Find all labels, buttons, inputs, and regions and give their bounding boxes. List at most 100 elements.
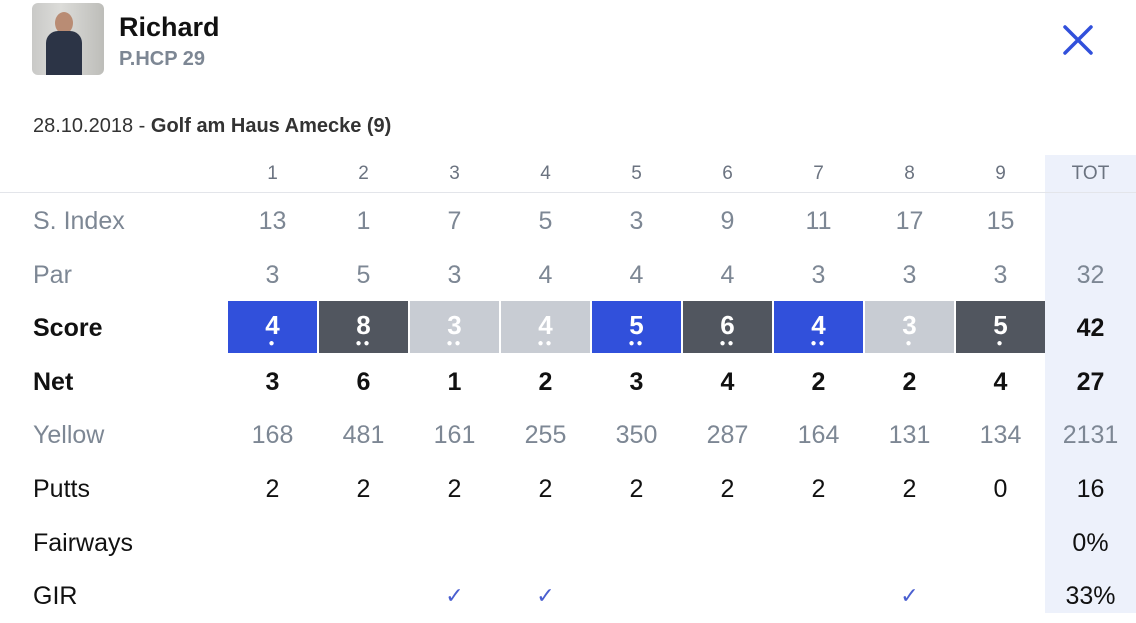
handicap-stroke-dots: ●●: [810, 338, 827, 350]
putts-value: 2: [811, 475, 826, 503]
sindex-value: 17: [895, 207, 924, 235]
handicap-stroke-dots: ●●: [537, 338, 554, 350]
yellow-value: 350: [615, 421, 658, 450]
hole-number: 9: [995, 163, 1006, 184]
score-cell: 5 ●●: [592, 301, 681, 354]
net-value: 4: [993, 367, 1008, 396]
course-name: Golf am Haus Amecke (9): [150, 115, 392, 137]
divider: [0, 192, 1136, 193]
net-value: 3: [629, 367, 644, 396]
sindex-label: S. Index: [33, 207, 125, 235]
handicap-stroke-dots: ●●: [446, 338, 463, 350]
player-name: Richard: [119, 12, 220, 42]
sindex-value: 7: [447, 207, 462, 235]
handicap-stroke-dots: ●: [996, 338, 1005, 350]
sindex-value: 9: [720, 207, 735, 235]
round-date: 28.10.2018: [33, 115, 134, 137]
handicap-stroke-dots: ●●: [628, 338, 645, 350]
score-cell: 8 ●●: [319, 301, 408, 354]
putts-value: 2: [538, 475, 553, 503]
yellow-value: 168: [251, 421, 294, 450]
total-header: TOT: [1071, 163, 1110, 184]
par-value: 3: [447, 260, 462, 289]
fairways-label: Fairways: [33, 528, 134, 557]
row-yellow: Yellow 168 481 161 255 350 287 164 131 134 2131: [0, 408, 1136, 462]
player-avatar: [32, 3, 104, 75]
sindex-value: 1: [356, 207, 371, 235]
yellow-total: 2131: [1062, 421, 1119, 450]
sindex-value: 15: [986, 207, 1015, 235]
player-handicap: P.HCP 29: [119, 48, 205, 70]
score-cell: 4 ●: [228, 301, 317, 354]
net-value: 3: [265, 367, 280, 396]
net-value: 1: [447, 367, 462, 396]
net-value: 4: [720, 367, 735, 396]
net-value: 2: [902, 367, 917, 396]
score-cell: 4 ●●: [774, 301, 863, 354]
score-value: 8: [356, 310, 371, 341]
par-value: 3: [902, 260, 917, 289]
row-par: Par 3 5 3 4 4 4 3 3 3 32: [0, 248, 1136, 302]
putts-value: 2: [902, 475, 917, 503]
hole-number: 6: [722, 163, 733, 184]
score-total: 42: [1076, 314, 1105, 343]
score-value: 4: [265, 310, 280, 341]
sindex-value: 3: [629, 207, 644, 235]
score-cell: 3 ●●: [410, 301, 499, 354]
handicap-stroke-dots: ●●: [355, 338, 372, 350]
net-total: 27: [1076, 367, 1105, 396]
par-value: 3: [265, 260, 280, 289]
putts-value: 2: [265, 475, 280, 503]
hole-number: 1: [267, 163, 278, 184]
par-value: 4: [538, 260, 553, 289]
putts-value: 2: [720, 475, 735, 503]
handicap-stroke-dots: ●: [905, 338, 914, 350]
score-value: 3: [902, 310, 917, 341]
separator: -: [133, 115, 151, 137]
yellow-value: 164: [797, 421, 840, 450]
score-value: 6: [720, 310, 735, 341]
row-score: Score 4 ● 8 ●● 3 ●● 4 ●● 5 ●● 6 ●● 4 ●● 3 ● 5 ● 42: [0, 301, 1136, 355]
putts-value: 0: [993, 475, 1008, 503]
score-value: 4: [538, 310, 553, 341]
yellow-value: 481: [342, 421, 385, 450]
row-fairways: Fairways 0%: [0, 516, 1136, 570]
fairways-total: 0%: [1072, 528, 1109, 557]
par-total: 32: [1076, 260, 1105, 289]
score-label: Score: [33, 314, 103, 343]
hole-number: 5: [631, 163, 642, 184]
score-cell: 5 ●: [956, 301, 1045, 354]
yellow-value: 134: [979, 421, 1022, 450]
putts-label: Putts: [33, 475, 90, 503]
par-value: 3: [811, 260, 826, 289]
total-column: [1045, 155, 1136, 613]
row-gir: GIR ✓ ✓ ✓ 33%: [0, 569, 1136, 623]
score-value: 3: [447, 310, 462, 341]
score-cell: 3 ●: [865, 301, 954, 354]
check-icon: ✓: [900, 583, 919, 609]
header-row: 1 2 3 4 5 6 7 8 9 TOT: [0, 155, 1136, 192]
sindex-value: 13: [258, 207, 287, 235]
gir-total: 33%: [1065, 582, 1116, 611]
hole-number: 4: [540, 163, 551, 184]
putts-value: 2: [447, 475, 462, 503]
yellow-value: 287: [706, 421, 749, 450]
net-value: 6: [356, 367, 371, 396]
score-value: 4: [811, 310, 826, 341]
score-value: 5: [629, 310, 644, 341]
putts-total: 16: [1076, 475, 1105, 503]
row-putts: Putts 2 2 2 2 2 2 2 2 0 16: [0, 462, 1136, 516]
yellow-value: 131: [888, 421, 931, 450]
row-sindex: S. Index 13 1 7 5 3 9 11 17 15: [0, 194, 1136, 248]
score-cell: 6 ●●: [683, 301, 772, 354]
handicap-stroke-dots: ●: [268, 338, 277, 350]
par-value: 4: [720, 260, 735, 289]
par-value: 5: [356, 260, 371, 289]
close-icon[interactable]: [1058, 20, 1098, 60]
putts-value: 2: [629, 475, 644, 503]
round-info: 28.10.2018 - Golf am Haus Amecke (9): [33, 115, 391, 138]
yellow-value: 255: [524, 421, 567, 450]
putts-value: 2: [356, 475, 371, 503]
par-label: Par: [33, 260, 72, 289]
hole-number: 2: [358, 163, 369, 184]
